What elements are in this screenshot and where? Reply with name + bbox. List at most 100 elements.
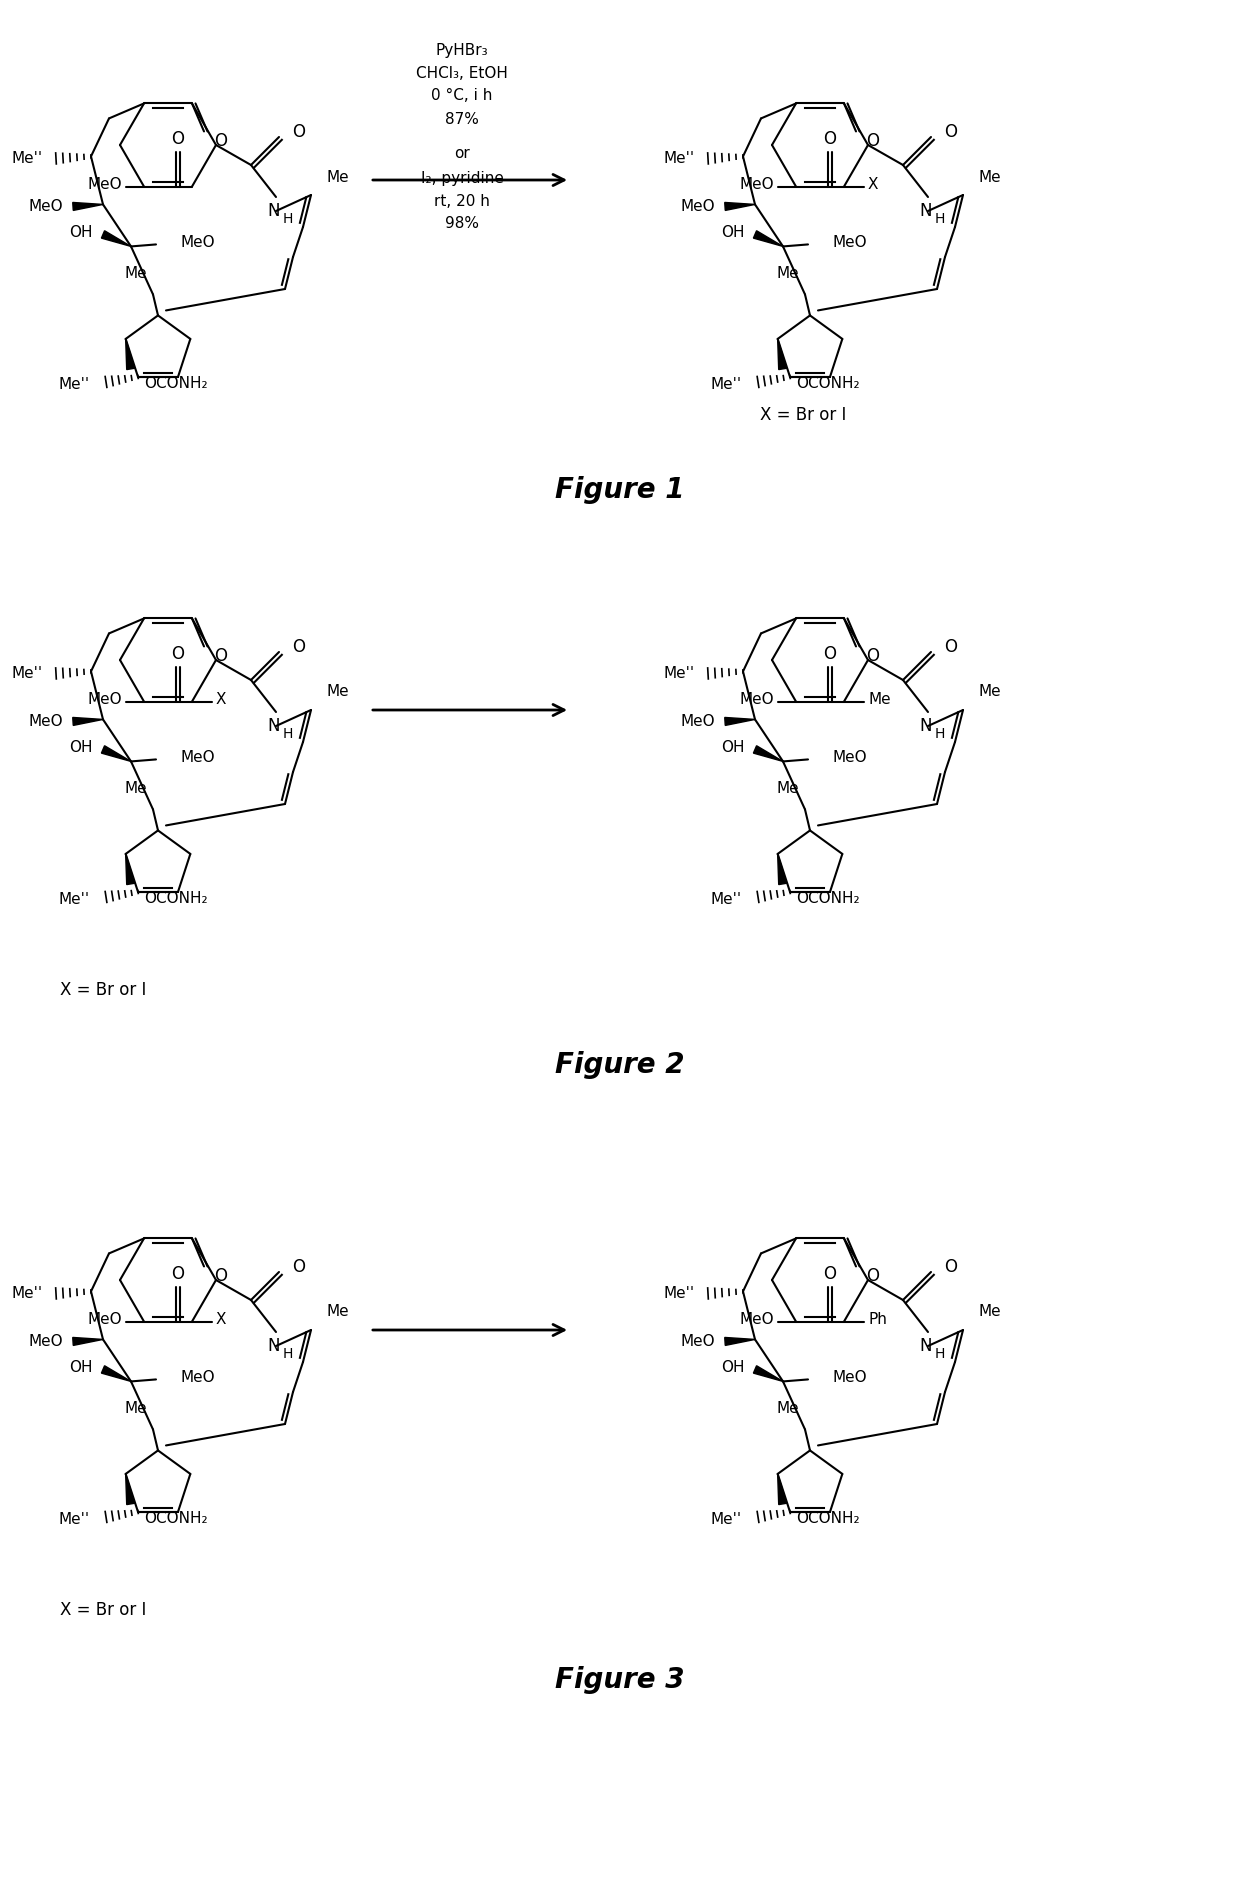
Text: O: O <box>944 1258 957 1275</box>
Text: MeO: MeO <box>29 198 63 213</box>
Text: X: X <box>216 1313 227 1328</box>
Text: OH: OH <box>69 1360 93 1375</box>
Polygon shape <box>724 1337 755 1345</box>
Text: Me: Me <box>125 266 148 281</box>
Text: MeO: MeO <box>739 691 774 706</box>
Polygon shape <box>777 338 786 370</box>
Text: Me: Me <box>326 1305 348 1320</box>
Text: MeO: MeO <box>739 1313 774 1328</box>
Polygon shape <box>73 1337 103 1345</box>
Text: MeO: MeO <box>681 714 715 729</box>
Text: X = Br or I: X = Br or I <box>760 406 847 423</box>
Text: OCONH₂: OCONH₂ <box>144 892 207 907</box>
Text: X = Br or I: X = Br or I <box>60 1602 146 1619</box>
Text: Figure 2: Figure 2 <box>556 1050 684 1079</box>
Polygon shape <box>777 854 786 884</box>
Polygon shape <box>125 338 135 370</box>
Text: H: H <box>283 1347 293 1360</box>
Text: X: X <box>868 178 878 193</box>
Text: O: O <box>291 123 305 142</box>
Text: Me: Me <box>125 1402 148 1417</box>
Text: OCONH₂: OCONH₂ <box>796 892 859 907</box>
Text: O: O <box>215 648 227 665</box>
Polygon shape <box>73 718 103 725</box>
Text: 87%: 87% <box>445 111 479 127</box>
Text: H: H <box>935 727 945 740</box>
Text: N: N <box>920 1337 932 1354</box>
Polygon shape <box>724 718 755 725</box>
Text: Me'': Me'' <box>711 1513 742 1528</box>
Text: N: N <box>268 718 280 735</box>
Text: Me: Me <box>326 684 348 699</box>
Text: O: O <box>171 130 185 147</box>
Polygon shape <box>125 1473 135 1504</box>
Text: MeO: MeO <box>681 1334 715 1349</box>
Text: OCONH₂: OCONH₂ <box>796 1511 859 1526</box>
Text: 0 °C, i h: 0 °C, i h <box>432 89 492 104</box>
Polygon shape <box>102 1366 131 1381</box>
Text: Ph: Ph <box>868 1313 887 1328</box>
Polygon shape <box>777 1473 786 1504</box>
Text: I₂, pyridine: I₂, pyridine <box>420 170 503 185</box>
Text: O: O <box>944 638 957 655</box>
Text: O: O <box>823 1264 837 1283</box>
Text: Figure 1: Figure 1 <box>556 476 684 504</box>
Text: O: O <box>866 648 879 665</box>
Text: O: O <box>944 123 957 142</box>
Text: or: or <box>454 145 470 161</box>
Text: 98%: 98% <box>445 217 479 232</box>
Text: Me: Me <box>868 691 890 706</box>
Text: rt, 20 h: rt, 20 h <box>434 193 490 208</box>
Polygon shape <box>754 230 782 246</box>
Text: Me: Me <box>776 1402 800 1417</box>
Text: O: O <box>215 1268 227 1285</box>
Text: MeO: MeO <box>29 1334 63 1349</box>
Text: Me'': Me'' <box>663 1286 694 1302</box>
Text: CHCl₃, EtOH: CHCl₃, EtOH <box>417 66 508 81</box>
Polygon shape <box>754 746 782 761</box>
Text: Me'': Me'' <box>711 892 742 907</box>
Text: Me'': Me'' <box>12 1286 43 1302</box>
Text: MeO: MeO <box>833 750 868 765</box>
Text: O: O <box>291 638 305 655</box>
Text: O: O <box>823 130 837 147</box>
Text: O: O <box>866 1268 879 1285</box>
Text: O: O <box>866 132 879 151</box>
Text: N: N <box>268 1337 280 1354</box>
Text: MeO: MeO <box>833 1370 868 1385</box>
Text: Me: Me <box>125 782 148 797</box>
Text: OCONH₂: OCONH₂ <box>144 1511 207 1526</box>
Text: O: O <box>171 644 185 663</box>
Polygon shape <box>724 202 755 210</box>
Text: MeO: MeO <box>87 178 122 193</box>
Text: Me'': Me'' <box>663 667 694 680</box>
Polygon shape <box>73 202 103 210</box>
Text: OH: OH <box>722 1360 745 1375</box>
Text: OH: OH <box>722 740 745 756</box>
Text: Me'': Me'' <box>58 892 91 907</box>
Text: Me'': Me'' <box>12 667 43 680</box>
Text: Me'': Me'' <box>58 1513 91 1528</box>
Text: OH: OH <box>69 225 93 240</box>
Text: PyHBr₃: PyHBr₃ <box>435 42 489 57</box>
Polygon shape <box>754 1366 782 1381</box>
Text: X: X <box>216 691 227 706</box>
Text: OH: OH <box>722 225 745 240</box>
Text: MeO: MeO <box>87 691 122 706</box>
Text: Me: Me <box>326 170 348 185</box>
Text: Me: Me <box>776 782 800 797</box>
Text: MeO: MeO <box>87 1313 122 1328</box>
Polygon shape <box>102 746 131 761</box>
Text: Me'': Me'' <box>663 151 694 166</box>
Text: N: N <box>920 202 932 219</box>
Text: O: O <box>171 1264 185 1283</box>
Text: O: O <box>291 1258 305 1275</box>
Text: MeO: MeO <box>681 198 715 213</box>
Text: H: H <box>283 212 293 227</box>
Text: MeO: MeO <box>739 178 774 193</box>
Text: X = Br or I: X = Br or I <box>60 980 146 999</box>
Text: H: H <box>935 1347 945 1360</box>
Text: MeO: MeO <box>181 1370 216 1385</box>
Text: H: H <box>935 212 945 227</box>
Polygon shape <box>102 230 131 246</box>
